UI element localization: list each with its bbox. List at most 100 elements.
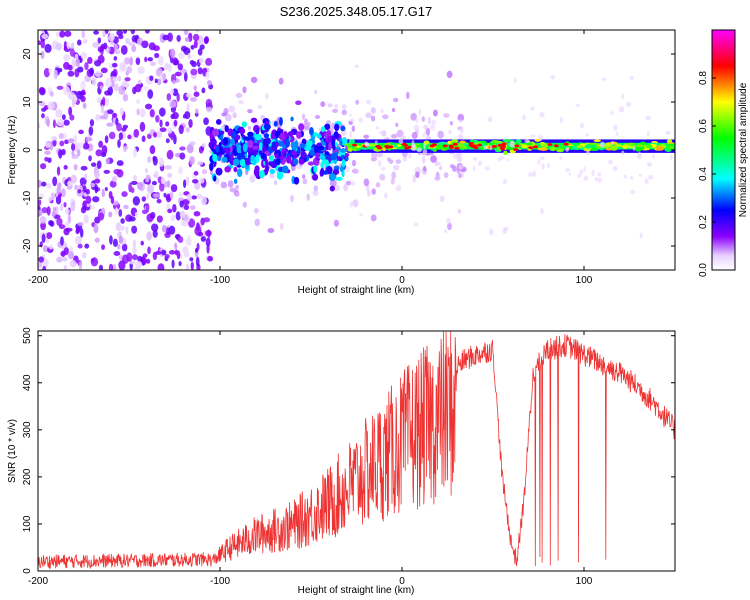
spectrogram-cell [69,48,75,57]
spectrogram-cell [112,238,118,248]
spectrogram-cell [48,220,54,226]
spectrogram-cell [83,214,89,224]
spectrogram-cell [340,125,346,132]
spectrogram-cell [41,207,49,214]
colorbar-tick-label: 0.2 [698,215,709,229]
spectrogram-cell [439,165,443,171]
spectrogram-cell [53,69,58,80]
spectrogram-cell [395,159,401,164]
spectrogram-cell [183,47,191,55]
spectrogram-cell [638,173,642,177]
spectrogram-cell [193,210,201,217]
snr-y-label: SNR (10 * v/v) [7,419,18,483]
spectrogram-cell [167,208,173,214]
spectrogram-cell [179,210,186,219]
spectrogram-cell [530,134,536,138]
spectrogram-cell [304,145,312,151]
spectrogram-cell [423,124,429,130]
spectrogram-cell [591,144,597,148]
spectrogram-cell [438,141,448,145]
spectrogram-cell [135,57,141,66]
spectrogram-cell [198,57,204,64]
spectrogram-cell [101,188,106,198]
spectrogram-cell [339,148,347,153]
spectrogram-cell [166,93,172,101]
spectrogram-cell [236,168,243,178]
spectrogram-cell [97,37,102,44]
spectrogram-cell [352,199,359,208]
spectrogram-cell [58,68,63,73]
spectrogram-cell [89,67,95,76]
spectrogram-cell [193,91,200,98]
spectrogram-y-tick-label: 10 [22,96,33,108]
spectrogram-cell [274,153,279,159]
spectrogram-cell [174,242,178,250]
spectrogram-cell [48,244,54,250]
spectrogram-cell [537,158,541,165]
spectrogram-cell [218,150,226,155]
spectrogram-cell [159,119,163,128]
spectrogram-cell [172,79,176,85]
spectrogram-cell [189,205,196,210]
spectrogram-cell [110,195,115,204]
spectrogram-cell [74,143,79,153]
spectrogram-cell [350,181,356,186]
spectrogram-cell [316,133,323,139]
snr-x-tick-label: 0 [399,576,405,587]
spectrogram-cell [502,139,512,143]
spectrogram-cell [244,157,251,166]
spectrogram-cell [164,165,172,170]
spectrogram-cell [197,48,203,56]
spectrogram-cell [183,252,190,258]
spectrogram-cell [309,127,314,136]
spectrogram-cell [594,177,598,182]
spectrogram-cell [132,147,138,158]
spectrogram-cell [269,168,276,175]
snr-y-tick-label: 200 [22,468,33,485]
spectrogram-cell [359,213,363,217]
spectrogram-cell [38,179,43,188]
spectrogram-cell [313,165,318,173]
spectrogram-cell [452,153,458,159]
spectrogram-cell [68,251,75,260]
spectrogram-cell [87,56,93,64]
spectrogram-cell [334,123,340,132]
spectrogram-cell [170,134,174,141]
spectrogram-cell [320,126,326,133]
spectrogram-cell [530,106,535,111]
spectrogram-cell [179,152,186,160]
colorbar-tick-label: 0.6 [698,119,709,133]
spectrogram-cell [540,207,544,215]
spectrogram-cell [645,144,653,149]
spectrogram-cell [415,117,419,124]
spectrogram-cell [56,217,63,227]
spectrogram-cell [323,170,329,175]
spectrogram-cell [40,221,46,231]
spectrogram-cell [205,229,212,237]
spectrogram-cell [170,214,176,222]
spectrogram-cell [257,104,263,109]
spectrogram-cell [254,218,261,227]
spectrogram-cell [225,148,230,155]
spectrogram-cell [44,156,49,162]
spectrogram-cell [375,182,381,188]
spectrogram-cell [652,154,655,159]
spectrogram-cell [187,52,191,60]
spectrogram-cell [421,116,425,122]
spectrogram-cell [568,172,572,176]
spectrogram-cell [146,231,153,241]
spectrogram-cell [144,56,148,63]
spectrogram-cell [141,209,148,215]
spectrogram-cell [289,194,294,203]
spectrogram-cell [159,107,166,117]
spectrogram-cell [260,152,266,160]
spectrogram-cell [528,146,534,150]
spectrogram-cell [123,145,129,150]
spectrogram-cell [98,264,104,270]
spectrogram-cell [279,132,286,141]
spectrogram-cell [436,161,441,166]
spectrogram-cell [449,121,453,126]
spectrogram-cell [176,250,181,260]
spectrogram-cell [118,235,124,245]
